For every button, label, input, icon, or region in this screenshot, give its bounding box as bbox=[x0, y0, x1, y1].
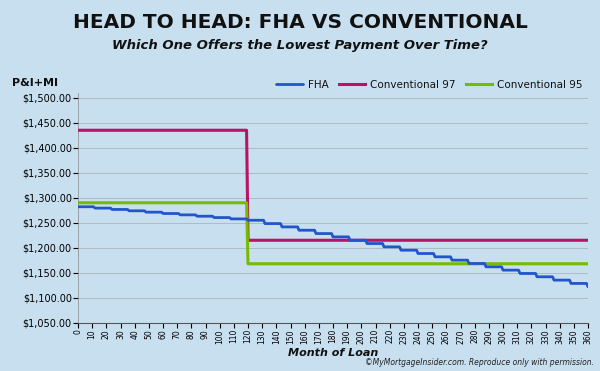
Conventional 95 bbox=[383, 262, 391, 266]
FHA bbox=[169, 211, 176, 216]
FHA bbox=[382, 244, 389, 249]
Text: Which One Offers the Lowest Payment Over Time?: Which One Offers the Lowest Payment Over… bbox=[112, 39, 488, 52]
FHA bbox=[522, 271, 529, 276]
FHA bbox=[584, 285, 592, 289]
Conventional 97 bbox=[523, 238, 530, 243]
Conventional 95 bbox=[89, 201, 96, 205]
Conventional 95 bbox=[584, 262, 592, 266]
Conventional 97 bbox=[244, 238, 251, 243]
FHA bbox=[393, 244, 400, 249]
Line: Conventional 95: Conventional 95 bbox=[78, 203, 588, 264]
Conventional 95 bbox=[169, 201, 176, 205]
FHA bbox=[365, 241, 372, 246]
Conventional 97 bbox=[395, 238, 402, 243]
Conventional 97 bbox=[89, 128, 96, 132]
Conventional 97 bbox=[383, 238, 391, 243]
Conventional 97 bbox=[584, 238, 592, 243]
Conventional 95 bbox=[395, 262, 402, 266]
Conventional 95 bbox=[74, 201, 82, 205]
Text: HEAD TO HEAD: FHA VS CONVENTIONAL: HEAD TO HEAD: FHA VS CONVENTIONAL bbox=[73, 13, 527, 32]
Legend: FHA, Conventional 97, Conventional 95: FHA, Conventional 97, Conventional 95 bbox=[277, 79, 583, 89]
Conventional 97 bbox=[366, 238, 373, 243]
Text: ©MyMortgageInsider.com. Reproduce only with permission.: ©MyMortgageInsider.com. Reproduce only w… bbox=[365, 358, 594, 367]
Conventional 95 bbox=[366, 262, 373, 266]
FHA bbox=[74, 204, 82, 209]
Line: Conventional 97: Conventional 97 bbox=[78, 130, 588, 240]
Conventional 95 bbox=[244, 262, 251, 266]
X-axis label: Month of Loan: Month of Loan bbox=[288, 348, 378, 358]
Text: P&I+MI: P&I+MI bbox=[12, 78, 58, 88]
Conventional 95 bbox=[523, 262, 530, 266]
Conventional 97 bbox=[74, 128, 82, 132]
Line: FHA: FHA bbox=[78, 207, 588, 287]
FHA bbox=[89, 204, 96, 209]
Conventional 97 bbox=[169, 128, 176, 132]
